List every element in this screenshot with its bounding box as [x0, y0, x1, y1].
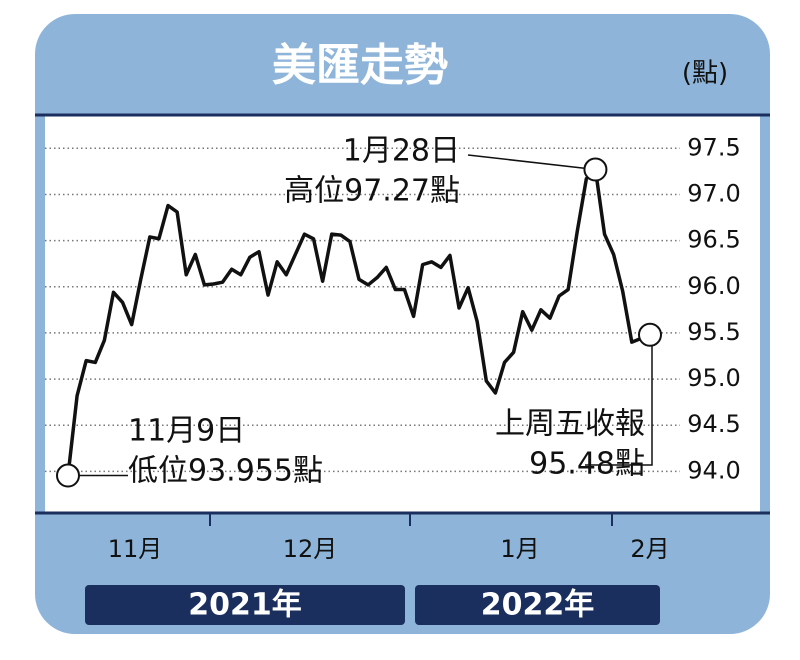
y-tick-label: 97.0	[687, 179, 740, 207]
x-tick-label: 1月	[500, 535, 539, 563]
y-tick-label: 96.0	[687, 272, 740, 300]
annotation: 95.48點	[529, 447, 645, 482]
y-tick-label: 96.5	[687, 226, 740, 254]
annotation: 11月9日	[128, 414, 245, 449]
year-band	[415, 585, 660, 625]
y-tick-label: 95.5	[687, 318, 740, 346]
annotation: 上周五收報	[495, 407, 645, 442]
x-tick-label: 11月	[108, 535, 163, 563]
y-tick-label: 94.5	[687, 410, 740, 438]
y-tick-label: 95.0	[687, 364, 740, 392]
annotation: 1月28日	[343, 134, 460, 169]
point-marker	[56, 463, 80, 488]
unit-label: (點)	[682, 59, 728, 89]
plot-area	[45, 116, 760, 512]
line-series	[66, 167, 651, 476]
year-label: 2022年	[481, 588, 595, 623]
point-marker	[583, 157, 608, 182]
x-tick-label: 2月	[630, 535, 669, 563]
y-tick-label: 94.0	[687, 456, 740, 484]
annotation: 高位97.27點	[284, 174, 460, 209]
leader	[585, 334, 653, 466]
year-label: 2021年	[188, 588, 302, 623]
point-marker	[638, 322, 662, 347]
leader	[467, 154, 596, 171]
chart-title: 美匯走勢	[272, 40, 448, 91]
annotation: 低位93.955點	[128, 454, 323, 489]
y-tick-label: 97.5	[687, 133, 740, 161]
x-tick-label: 12月	[283, 535, 338, 563]
year-band	[85, 585, 405, 625]
